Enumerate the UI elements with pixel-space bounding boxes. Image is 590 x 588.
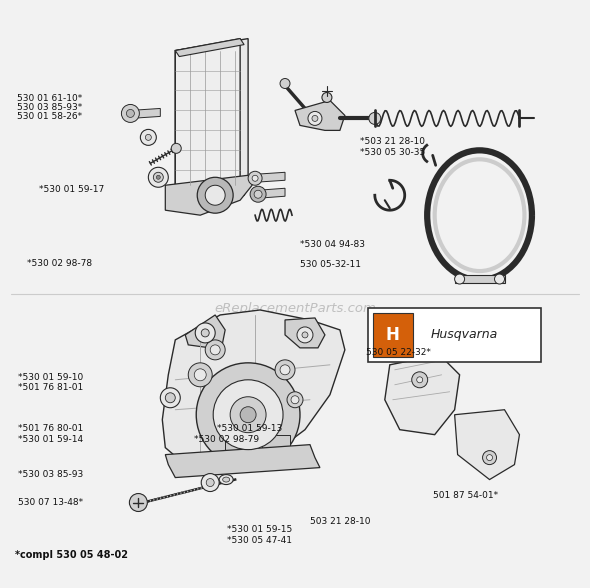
Text: *530 01 59-15: *530 01 59-15 bbox=[227, 525, 293, 534]
Circle shape bbox=[483, 450, 497, 465]
Circle shape bbox=[213, 380, 283, 450]
Circle shape bbox=[291, 396, 299, 404]
Circle shape bbox=[487, 455, 493, 460]
Text: *530 02 98-78: *530 02 98-78 bbox=[27, 259, 92, 268]
Text: *530 03 85-93: *530 03 85-93 bbox=[18, 470, 84, 479]
Circle shape bbox=[145, 135, 152, 141]
Polygon shape bbox=[255, 172, 285, 182]
Polygon shape bbox=[185, 315, 225, 348]
Circle shape bbox=[322, 92, 332, 102]
Circle shape bbox=[122, 105, 139, 122]
Text: 530 01 61-10*: 530 01 61-10* bbox=[17, 93, 83, 102]
Polygon shape bbox=[175, 39, 248, 210]
Circle shape bbox=[171, 143, 181, 153]
Circle shape bbox=[494, 274, 504, 284]
Circle shape bbox=[129, 493, 148, 512]
Circle shape bbox=[248, 171, 262, 185]
Text: 530 07 13-48*: 530 07 13-48* bbox=[18, 498, 83, 507]
Circle shape bbox=[201, 473, 219, 492]
Circle shape bbox=[287, 392, 303, 407]
Circle shape bbox=[205, 340, 225, 360]
Text: *503 21 28-10: *503 21 28-10 bbox=[360, 137, 425, 146]
Circle shape bbox=[455, 274, 464, 284]
Polygon shape bbox=[175, 39, 240, 197]
Circle shape bbox=[195, 323, 215, 343]
Text: *530 05 47-41: *530 05 47-41 bbox=[227, 536, 292, 545]
Circle shape bbox=[196, 363, 300, 467]
Circle shape bbox=[312, 115, 318, 121]
Text: *530 01 59-14: *530 01 59-14 bbox=[18, 435, 83, 444]
Polygon shape bbox=[130, 108, 160, 118]
Text: 530 05-32-11: 530 05-32-11 bbox=[300, 260, 360, 269]
Circle shape bbox=[308, 112, 322, 125]
Polygon shape bbox=[162, 310, 345, 470]
Circle shape bbox=[140, 129, 156, 145]
Text: *530 05 30-35: *530 05 30-35 bbox=[360, 148, 425, 156]
Text: *530 04 94-83: *530 04 94-83 bbox=[300, 240, 365, 249]
Circle shape bbox=[206, 479, 214, 486]
Circle shape bbox=[197, 177, 233, 213]
Text: *501 76 80-01: *501 76 80-01 bbox=[18, 425, 84, 433]
Text: *530 02 98-79: *530 02 98-79 bbox=[194, 435, 259, 444]
Polygon shape bbox=[175, 39, 244, 56]
FancyBboxPatch shape bbox=[373, 313, 413, 357]
Text: H: H bbox=[386, 326, 399, 344]
Circle shape bbox=[240, 407, 256, 423]
Text: 530 03 85-93*: 530 03 85-93* bbox=[17, 103, 83, 112]
Text: Husqvarna: Husqvarna bbox=[431, 329, 498, 342]
Circle shape bbox=[188, 363, 212, 387]
Text: *compl 530 05 48-02: *compl 530 05 48-02 bbox=[15, 550, 129, 560]
Circle shape bbox=[126, 109, 135, 118]
Text: 530 01 58-26*: 530 01 58-26* bbox=[17, 112, 82, 121]
Circle shape bbox=[252, 175, 258, 181]
Circle shape bbox=[205, 185, 225, 205]
Circle shape bbox=[194, 369, 206, 381]
Text: eReplacementParts.com: eReplacementParts.com bbox=[214, 302, 376, 315]
Circle shape bbox=[148, 168, 168, 187]
Circle shape bbox=[153, 172, 163, 182]
Circle shape bbox=[302, 332, 308, 338]
Polygon shape bbox=[455, 275, 504, 283]
Text: *530 01 59-10: *530 01 59-10 bbox=[18, 373, 84, 382]
Circle shape bbox=[280, 79, 290, 88]
Polygon shape bbox=[262, 435, 290, 455]
Ellipse shape bbox=[222, 477, 230, 482]
Polygon shape bbox=[225, 435, 255, 455]
Polygon shape bbox=[455, 410, 519, 480]
Text: *501 76 81-01: *501 76 81-01 bbox=[18, 383, 84, 392]
Polygon shape bbox=[165, 175, 252, 215]
Circle shape bbox=[165, 393, 175, 403]
FancyBboxPatch shape bbox=[368, 308, 542, 362]
Circle shape bbox=[417, 377, 422, 383]
Circle shape bbox=[254, 191, 262, 198]
Polygon shape bbox=[285, 318, 325, 348]
Circle shape bbox=[280, 365, 290, 375]
Text: 501 87 54-01*: 501 87 54-01* bbox=[433, 491, 499, 500]
Text: *530 01 59-17: *530 01 59-17 bbox=[39, 185, 104, 194]
Polygon shape bbox=[385, 355, 460, 435]
Text: *530 01 59-13: *530 01 59-13 bbox=[217, 425, 283, 433]
Circle shape bbox=[160, 387, 181, 407]
Circle shape bbox=[210, 345, 220, 355]
Circle shape bbox=[297, 327, 313, 343]
Polygon shape bbox=[295, 101, 345, 131]
Circle shape bbox=[201, 329, 209, 337]
Text: 503 21 28-10: 503 21 28-10 bbox=[310, 517, 370, 526]
Circle shape bbox=[275, 360, 295, 380]
Polygon shape bbox=[165, 445, 320, 477]
Ellipse shape bbox=[219, 475, 233, 485]
Circle shape bbox=[250, 186, 266, 202]
Text: 530 05 22-32*: 530 05 22-32* bbox=[366, 348, 431, 357]
Circle shape bbox=[412, 372, 428, 387]
Polygon shape bbox=[258, 188, 285, 198]
Circle shape bbox=[156, 175, 160, 179]
Circle shape bbox=[369, 112, 381, 125]
Circle shape bbox=[230, 397, 266, 433]
